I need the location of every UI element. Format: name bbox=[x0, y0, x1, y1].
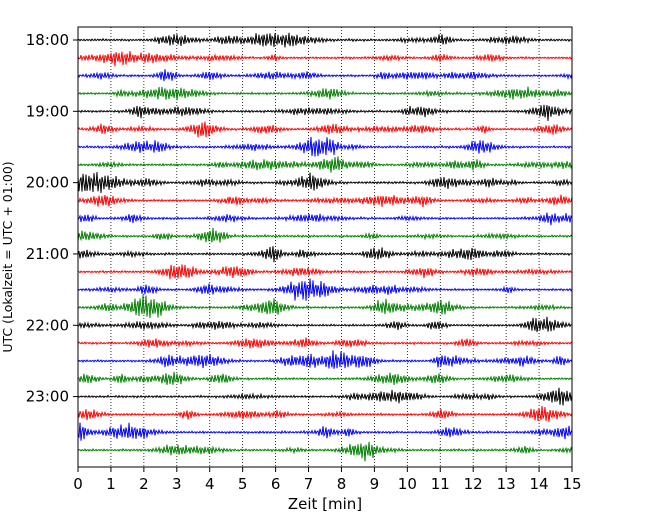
seismogram-trace bbox=[77, 387, 573, 406]
seismogram-trace bbox=[77, 104, 573, 121]
seismogram-trace bbox=[77, 350, 573, 369]
seismogram-trace bbox=[77, 264, 573, 280]
x-tick-label: 14 bbox=[530, 475, 549, 493]
seismogram-trace bbox=[77, 371, 573, 386]
y-tick-label: 19:00 bbox=[26, 102, 69, 120]
seismogram-trace bbox=[77, 50, 573, 67]
seismogram-trace bbox=[77, 32, 573, 48]
grid-lines bbox=[110, 27, 540, 467]
traces bbox=[77, 32, 573, 462]
seismogram-trace bbox=[77, 246, 573, 263]
seismogram-trace bbox=[77, 69, 573, 82]
seismogram-trace bbox=[77, 294, 573, 319]
x-tick-label: 2 bbox=[139, 475, 149, 493]
x-tick-label: 4 bbox=[205, 475, 215, 493]
y-axis-ticks: 18:00 19:00 20:00 21:00 22:00 23:00 bbox=[26, 31, 78, 406]
seismogram-trace bbox=[77, 172, 573, 193]
y-tick-label: 18:00 bbox=[26, 31, 69, 49]
x-tick-label: 11 bbox=[431, 475, 450, 493]
x-tick-label: 15 bbox=[562, 475, 581, 493]
seismogram-trace bbox=[77, 212, 573, 226]
seismogram-trace bbox=[77, 121, 573, 138]
y-tick-label: 21:00 bbox=[26, 245, 69, 263]
y-tick-label: 20:00 bbox=[26, 174, 69, 192]
x-axis-ticks: 0 1 2 3 4 5 6 7 8 9 10 11 12 13 14 15 bbox=[73, 467, 582, 493]
seismogram-trace bbox=[77, 278, 573, 301]
x-tick-label: 0 bbox=[73, 475, 83, 493]
x-tick-label: 9 bbox=[370, 475, 380, 493]
y-axis-label: UTC (Lokalzeit = UTC + 01:00) bbox=[0, 161, 15, 352]
seismogram-trace bbox=[77, 136, 573, 157]
x-tick-label: 3 bbox=[172, 475, 182, 493]
x-axis-label: Zeit [min] bbox=[288, 495, 362, 513]
x-tick-label: 5 bbox=[238, 475, 248, 493]
seismogram-trace bbox=[77, 422, 573, 441]
x-tick-label: 6 bbox=[271, 475, 281, 493]
x-tick-label: 8 bbox=[337, 475, 347, 493]
seismogram-trace bbox=[77, 406, 573, 422]
seismogram-trace bbox=[77, 441, 573, 462]
y-tick-label: 22:00 bbox=[26, 316, 69, 334]
seismogram-trace bbox=[77, 86, 573, 101]
y-tick-label: 23:00 bbox=[26, 388, 69, 406]
seismogram-trace bbox=[77, 156, 573, 173]
seismogram-trace bbox=[77, 316, 573, 333]
x-tick-label: 10 bbox=[398, 475, 417, 493]
x-tick-label: 12 bbox=[464, 475, 483, 493]
seismogram-trace bbox=[77, 194, 573, 208]
seismogram-trace bbox=[77, 337, 573, 349]
x-tick-label: 13 bbox=[497, 475, 516, 493]
x-tick-label: 1 bbox=[106, 475, 116, 493]
seismogram-trace bbox=[77, 227, 573, 243]
plot-frame bbox=[77, 26, 573, 468]
x-tick-label: 7 bbox=[304, 475, 314, 493]
